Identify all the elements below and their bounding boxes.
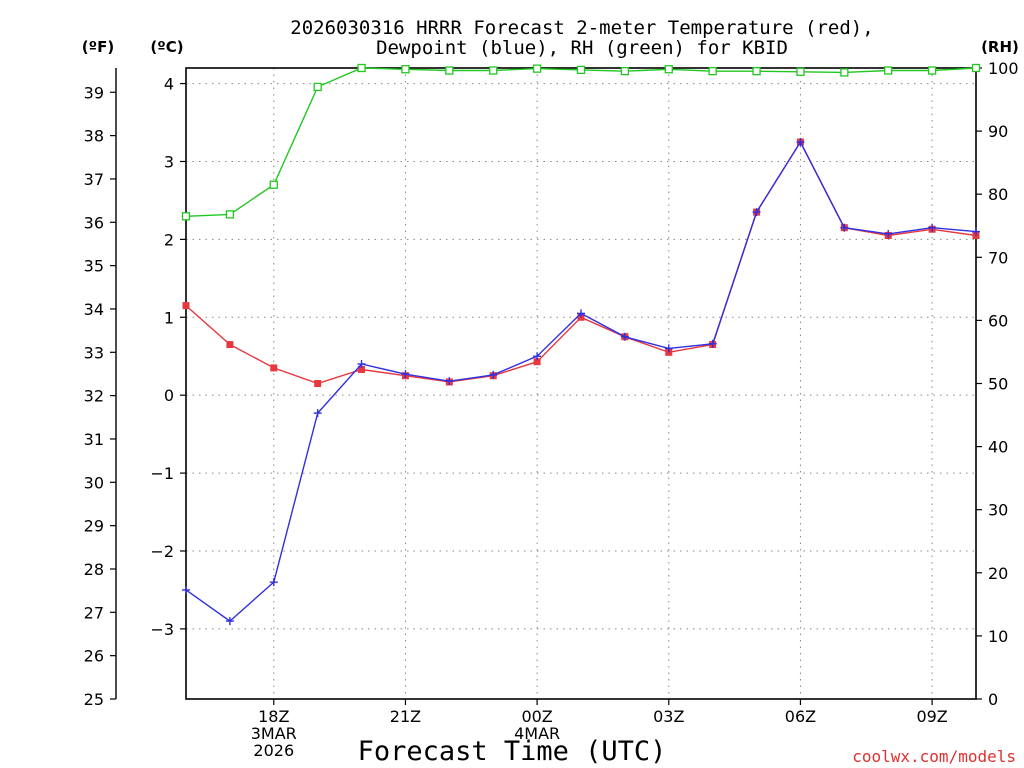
chart-title-line2: Dewpoint (blue), RH (green) for KBID <box>376 37 788 59</box>
x-tick-label: 09Z <box>916 707 947 726</box>
x-tick-label: 2026 <box>253 741 294 760</box>
fahrenheit-tick-label: 36 <box>84 213 104 232</box>
rh-point <box>752 67 761 76</box>
rh-tick-label: 70 <box>988 248 1008 267</box>
fahrenheit-tick-label: 27 <box>84 603 104 622</box>
celsius-tick-label: −1 <box>150 464 174 483</box>
dewpoint-point <box>269 578 278 587</box>
celsius-tick-label: 4 <box>164 75 174 94</box>
fahrenheit-tick-label: 30 <box>84 473 104 492</box>
temperature-point <box>226 341 234 349</box>
rh-point <box>445 66 454 75</box>
dewpoint-point <box>928 223 937 232</box>
temperature-point <box>358 365 366 373</box>
rh-point <box>884 66 893 75</box>
rh-point <box>532 64 542 73</box>
temperature-point <box>533 358 541 366</box>
rh-tick-label: 80 <box>988 185 1008 204</box>
rh-point <box>576 65 586 75</box>
rh-tick-label: 20 <box>988 564 1008 583</box>
rh-point <box>313 82 322 92</box>
dewpoint-point <box>401 370 410 379</box>
fahrenheit-tick-label: 28 <box>84 560 104 579</box>
dewpoint-point <box>357 360 366 369</box>
fahrenheit-tick-label: 34 <box>84 300 104 319</box>
chart-title-line1: 2026030316 HRRR Forecast 2-meter Tempera… <box>290 17 873 39</box>
dewpoint-point <box>796 138 805 147</box>
rh-point <box>971 63 981 73</box>
rh-tick-label: 0 <box>988 690 998 709</box>
celsius-tick-label: 0 <box>164 386 174 405</box>
rh-point <box>620 67 630 76</box>
dewpoint-point <box>533 352 542 361</box>
dewpoint-point <box>620 332 629 341</box>
fahrenheit-tick-label: 31 <box>84 430 104 449</box>
dewpoint-point <box>664 344 673 353</box>
axes: −3−2−10123425262728293031323334353637383… <box>84 59 1019 760</box>
temperature-point <box>182 302 190 310</box>
x-tick-label: 00Z <box>521 707 552 726</box>
dewpoint-point <box>840 223 849 232</box>
rh-tick-label: 50 <box>988 375 1008 394</box>
celsius-tick-label: 2 <box>164 230 174 249</box>
rh-point <box>708 67 717 76</box>
x-tick-label: 21Z <box>390 707 421 726</box>
x-axis-label: Forecast Time (UTC) <box>358 736 667 767</box>
x-tick-label: 06Z <box>785 707 816 726</box>
dewpoint-point <box>972 227 980 236</box>
celsius-tick-label: 3 <box>164 152 174 171</box>
rh-point <box>181 212 191 221</box>
fahrenheit-tick-label: 32 <box>84 387 104 406</box>
fahrenheit-tick-label: 39 <box>84 83 104 102</box>
rh-point <box>840 68 849 77</box>
rh-point <box>225 210 235 219</box>
rh-tick-label: 100 <box>988 59 1019 78</box>
fahrenheit-tick-label: 38 <box>84 127 104 146</box>
temperature-point <box>314 380 322 387</box>
credit-link[interactable]: coolwx.com/models <box>852 747 1016 766</box>
rh-tick-label: 90 <box>988 122 1008 141</box>
rh-tick-label: 30 <box>988 501 1008 520</box>
fahrenheit-tick-label: 37 <box>84 170 104 189</box>
dewpoint-point <box>313 409 322 418</box>
dewpoint-point <box>708 339 717 348</box>
x-tick-label: 3MAR <box>251 724 297 743</box>
rh-tick-label: 10 <box>988 627 1008 646</box>
celsius-tick-label: −2 <box>150 542 174 561</box>
temperature-point <box>270 364 278 372</box>
rh-point <box>664 65 673 74</box>
fahrenheit-tick-label: 26 <box>84 647 104 666</box>
rh-point <box>489 66 498 75</box>
rh-point <box>927 66 937 75</box>
fahrenheit-tick-label: 29 <box>84 517 104 536</box>
fahrenheit-tick-label: 35 <box>84 257 104 276</box>
rh-point <box>269 180 278 189</box>
fahrenheit-tick-label: 33 <box>84 343 104 362</box>
rh-tick-label: 60 <box>988 311 1008 330</box>
rh-unit-label: (RH) <box>981 38 1019 56</box>
celsius-tick-label: 1 <box>164 308 174 327</box>
dewpoint-point <box>884 229 893 238</box>
series-layer <box>181 63 981 626</box>
dewpoint-point <box>445 377 454 386</box>
fahrenheit-tick-label: 25 <box>84 690 104 709</box>
rh-point <box>401 65 410 74</box>
grid-lines <box>186 68 976 699</box>
x-tick-label: 03Z <box>653 707 684 726</box>
dewpoint-point <box>489 370 498 379</box>
dewpoint-point <box>752 208 761 217</box>
x-tick-label: 18Z <box>258 707 289 726</box>
celsius-tick-label: −3 <box>150 620 174 639</box>
dewpoint-point <box>182 585 190 594</box>
rh-tick-label: 40 <box>988 438 1008 457</box>
rh-point <box>796 67 805 76</box>
rh-point <box>357 63 366 73</box>
dewpoint-point <box>577 309 585 318</box>
celsius-unit-label: (ºC) <box>150 38 183 56</box>
x-tick-label: 4MAR <box>514 724 560 743</box>
dewpoint-point <box>225 617 234 626</box>
fahrenheit-unit-label: (ºF) <box>82 38 114 56</box>
